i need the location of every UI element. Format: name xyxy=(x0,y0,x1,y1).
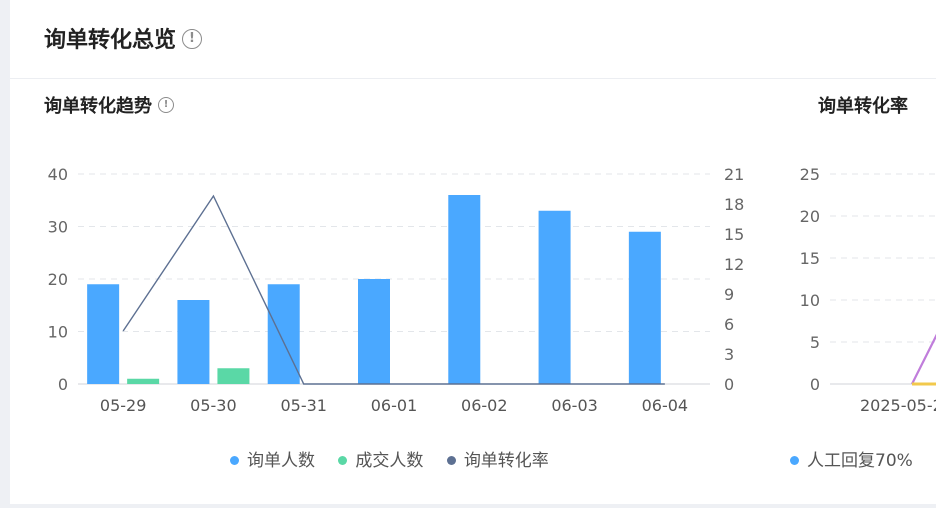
x-tick-label: 05-29 xyxy=(100,396,147,415)
rate-title-text: 询单转化率 xyxy=(818,96,908,117)
page-title-text: 询单转化总览 xyxy=(44,28,177,53)
legend-item-manual-reply[interactable]: 人工回复70% xyxy=(790,446,913,471)
y-tick-label: 20 xyxy=(800,207,820,226)
bar-inquiries xyxy=(267,284,300,384)
header: 询单转化总览! xyxy=(10,0,936,79)
x-tick-label: 2025-05-2 xyxy=(860,396,936,415)
y-tick-label-right: 21 xyxy=(724,165,744,184)
y-tick-label: 25 xyxy=(800,165,820,184)
x-tick-label: 06-04 xyxy=(642,396,689,415)
trend-chart: 0 10 20 30 40 0 3 6 9 12 15 18 21 05-29 05-30 05-31 06-0… xyxy=(48,165,745,415)
y-tick-label-left: 0 xyxy=(58,375,68,394)
x-tick-label: 05-31 xyxy=(280,396,327,415)
y-tick-label-right: 6 xyxy=(724,315,734,334)
y-tick-label-right: 12 xyxy=(724,255,744,274)
y-tick-label-right: 15 xyxy=(724,225,744,244)
rate-line-purple xyxy=(911,333,936,385)
y-tick-label-left: 20 xyxy=(48,270,68,289)
y-tick-label: 15 xyxy=(800,249,820,268)
y-tick-label: 10 xyxy=(800,291,820,310)
rate-section-title: 询单转化率 xyxy=(818,92,908,118)
legend-label: 询单人数 xyxy=(247,451,315,471)
legend-dot xyxy=(230,455,239,465)
x-tick-label: 05-30 xyxy=(190,396,237,415)
legend-item-conversion-rate[interactable]: 询单转化率 xyxy=(446,446,549,471)
rate-legend: 人工回复70% xyxy=(790,446,931,471)
y-tick-label: 5 xyxy=(810,333,820,352)
bar-inquiries xyxy=(538,210,571,384)
bar-inquiries xyxy=(358,279,390,384)
bar-inquiries xyxy=(87,284,120,384)
y-tick-label-left: 40 xyxy=(48,165,68,184)
x-tick-label: 06-01 xyxy=(371,396,418,415)
bar-deals xyxy=(127,378,160,384)
legend-item-deals[interactable]: 成交人数 xyxy=(338,446,423,471)
legend-label: 人工回复70% xyxy=(807,451,913,471)
y-tick-label-right: 9 xyxy=(724,285,734,304)
x-tick-label: 06-03 xyxy=(551,396,598,415)
y-tick-label-right: 3 xyxy=(724,345,734,364)
info-icon[interactable]: ! xyxy=(158,97,174,113)
y-tick-label-right: 18 xyxy=(724,195,744,214)
trend-title-text: 询单转化趋势 xyxy=(44,96,152,117)
bar-deals xyxy=(217,368,250,384)
page-title: 询单转化总览! xyxy=(44,22,203,54)
x-tick-label: 06-02 xyxy=(461,396,508,415)
y-tick-label-left: 10 xyxy=(48,323,68,342)
legend-dot xyxy=(790,455,799,465)
legend-dot xyxy=(446,455,456,465)
legend-label: 成交人数 xyxy=(355,451,424,471)
y-tick-label-left: 30 xyxy=(48,218,68,237)
bar-inquiries xyxy=(628,231,661,384)
bar-inquiries xyxy=(448,195,481,384)
conversion-rate-line xyxy=(122,194,665,385)
dashboard-card: 询单转化总览! 询单转化趋势! 询单转化率 0 10 20 30 40 0 3 6 9 12 15 1… xyxy=(10,0,936,504)
bar-inquiries xyxy=(177,300,210,384)
legend-label: 询单转化率 xyxy=(463,451,549,471)
info-icon[interactable]: ! xyxy=(182,29,203,49)
y-tick-label-right: 0 xyxy=(724,375,734,394)
legend-item-inquiries[interactable]: 询单人数 xyxy=(230,446,315,471)
y-tick-label: 0 xyxy=(810,375,820,394)
rate-chart: 0 5 10 15 20 25 2025-05-2 xyxy=(800,165,936,415)
trend-section-title: 询单转化趋势! xyxy=(44,92,174,118)
trend-legend: 询单人数 成交人数 询单转化率 xyxy=(230,446,567,471)
legend-dot xyxy=(338,455,348,465)
